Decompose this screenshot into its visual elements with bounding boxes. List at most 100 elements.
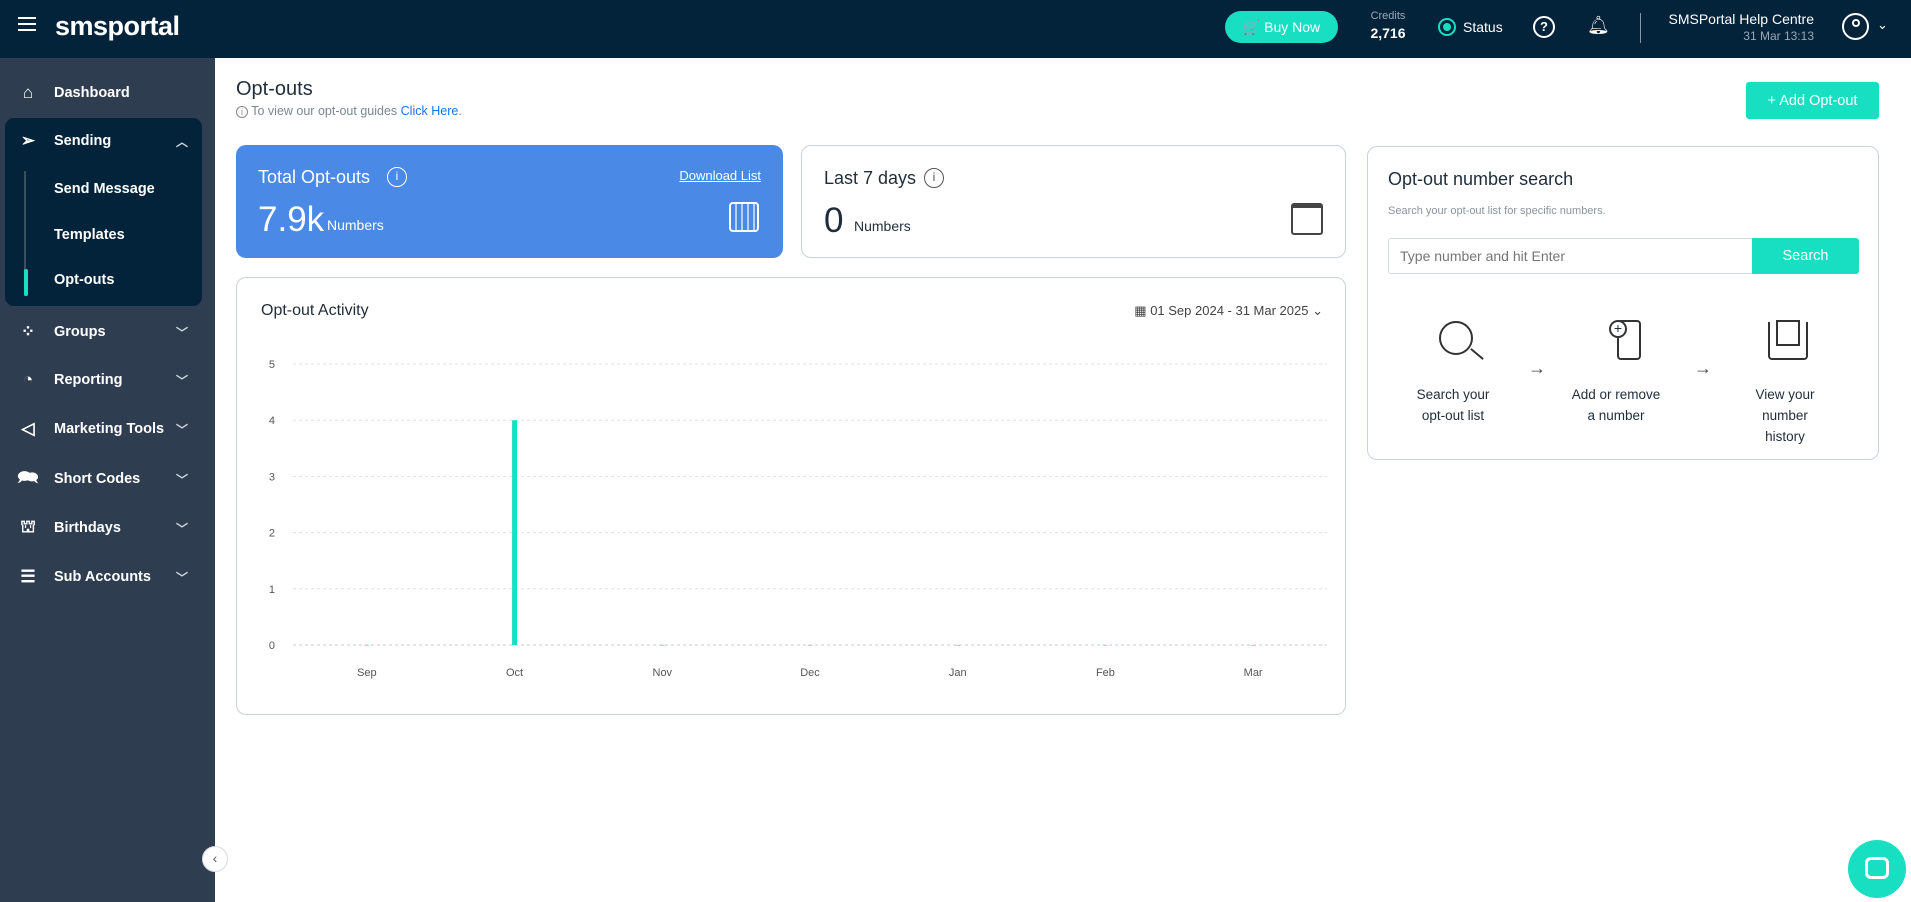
- total-opt-outs-value: 7.9k: [258, 200, 325, 239]
- sidebar-item-dashboard[interactable]: ⌂ Dashboard: [0, 73, 215, 113]
- send-icon: ➢: [20, 131, 36, 150]
- page-title: Opt-outs: [236, 78, 313, 100]
- step-add-remove: Add or remove a number: [1556, 384, 1676, 426]
- buy-now-button[interactable]: 🛒 Buy Now: [1225, 11, 1338, 43]
- top-header: smsportal 🛒 Buy Now Credits 2,716 Status…: [0, 0, 1911, 58]
- datetime: 31 Mar 13:13: [1743, 29, 1814, 43]
- calendar-icon: [729, 202, 759, 232]
- search-user-icon: [1439, 321, 1484, 360]
- y-tick-label: 0: [269, 640, 275, 652]
- sidebar-item-label: Opt-outs: [54, 272, 115, 288]
- sending-group: [5, 118, 202, 306]
- sidebar-item-label: Send Message: [54, 181, 155, 197]
- info-icon[interactable]: i: [387, 167, 407, 187]
- submenu-track: [24, 171, 26, 296]
- info-icon: i: [236, 106, 248, 118]
- info-icon[interactable]: i: [924, 168, 944, 188]
- x-tick-label: Oct: [506, 667, 523, 679]
- sidebar-item-templates[interactable]: Templates: [0, 215, 215, 255]
- sidebar-item-label: Groups: [54, 324, 106, 340]
- user-avatar-icon[interactable]: [1842, 13, 1869, 40]
- sidebar-item-marketing-tools[interactable]: ◁ Marketing Tools ﹀: [0, 409, 215, 449]
- sidebar-item-label: Short Codes: [54, 471, 141, 487]
- sidebar-item-sending[interactable]: ➢ Sending ︿: [0, 121, 215, 161]
- bell-icon[interactable]: 🔔︎: [1587, 15, 1610, 35]
- step-text: Search your: [1416, 387, 1490, 402]
- list-icon: ☰: [20, 567, 36, 586]
- step-history: View your number history: [1730, 384, 1840, 447]
- sidebar-item-send-message[interactable]: Send Message: [0, 169, 215, 209]
- collapse-sidebar-button[interactable]: ‹: [202, 846, 228, 872]
- x-tick-label: Mar: [1244, 667, 1263, 679]
- last-7-days-title: Last 7 days: [824, 168, 917, 188]
- home-icon: ⌂: [22, 83, 34, 102]
- date-range-picker[interactable]: ▦ 01 Sep 2024 - 31 Mar 2025 ⌄: [1134, 303, 1323, 319]
- total-opt-outs-title: Total Opt-outs: [258, 167, 371, 187]
- guide-link[interactable]: Click Here: [400, 104, 459, 118]
- bar: [955, 645, 961, 646]
- bar: [807, 645, 813, 646]
- chat-icon: 🗪︎: [17, 467, 39, 487]
- chevron-down-icon: ﹀: [176, 373, 189, 388]
- chevron-down-icon: ﹀: [176, 422, 189, 437]
- status-indicator-icon: [1438, 18, 1456, 36]
- y-tick-label: 3: [269, 471, 275, 483]
- download-list-link[interactable]: Download List: [679, 168, 761, 183]
- x-tick-label: Sep: [357, 667, 377, 679]
- guide-end: .: [458, 104, 462, 118]
- status-link[interactable]: Status: [1463, 19, 1503, 35]
- credits-label: Credits: [1370, 10, 1406, 22]
- credits-value: 2,716: [1370, 25, 1406, 41]
- megaphone-icon: ◁: [21, 419, 35, 438]
- sidebar-item-reporting[interactable]: ◔ Reporting ﹀: [0, 360, 215, 400]
- last-7-days-value: 0: [824, 201, 844, 240]
- bar: [659, 645, 665, 646]
- y-tick-label: 2: [269, 528, 275, 540]
- sidebar-item-opt-outs[interactable]: Opt-outs: [0, 260, 215, 300]
- help-icon[interactable]: ?: [1533, 16, 1555, 38]
- activity-chart: 0 1 2 3 4 5 Sep Oct Nov Dec Jan Feb Mar: [269, 359, 1327, 679]
- hamburger-menu-icon[interactable]: [18, 17, 36, 31]
- cart-icon: 🛒: [1242, 18, 1261, 35]
- cake-icon: ⛫: [20, 517, 36, 536]
- step-text: opt-out list: [1421, 408, 1485, 423]
- opt-out-search-card: Opt-out number search Search your opt-ou…: [1367, 146, 1879, 460]
- step-text: history: [1765, 429, 1805, 444]
- sidebar-item-groups[interactable]: ⁘ Groups ﹀: [0, 312, 215, 352]
- live-chat-button[interactable]: [1848, 840, 1906, 898]
- chat-icon: [1865, 857, 1889, 879]
- chevron-up-icon: ︿: [176, 134, 189, 149]
- sidebar-item-label: Marketing Tools: [54, 421, 165, 437]
- total-opt-outs-unit: Numbers: [327, 217, 384, 233]
- total-opt-outs-card: Total Opt-outs i Download List 7.9k Numb…: [236, 145, 783, 258]
- add-opt-out-button[interactable]: + Add Opt-out: [1746, 82, 1879, 119]
- sidebar-item-birthdays[interactable]: ⛫ Birthdays ﹀: [0, 508, 215, 548]
- header-divider: [1640, 13, 1641, 43]
- chevron-down-icon: ﹀: [176, 325, 189, 340]
- sidebar-item-label: Dashboard: [54, 85, 130, 101]
- sidebar-item-label: Birthdays: [54, 520, 121, 536]
- help-centre-link[interactable]: SMSPortal Help Centre: [1668, 11, 1814, 27]
- groups-icon: ⁘: [20, 322, 36, 341]
- x-tick-label: Dec: [800, 667, 820, 679]
- y-tick-label: 1: [269, 584, 275, 596]
- sidebar-item-label: Reporting: [54, 372, 123, 388]
- chevron-down-icon: ⌄: [1312, 303, 1323, 318]
- search-subtitle: Search your opt-out list for specific nu…: [1388, 205, 1606, 217]
- search-button[interactable]: Search: [1752, 238, 1859, 274]
- guide-note: i To view our opt-out guides Click Here.: [236, 104, 462, 118]
- chevron-down-icon: ﹀: [176, 570, 189, 585]
- user-menu-chevron-icon[interactable]: ⌄: [1877, 17, 1888, 32]
- arrow-right-icon: →: [1528, 358, 1546, 378]
- step-text: Add or remove: [1571, 387, 1661, 402]
- activity-title: Opt-out Activity: [261, 302, 369, 319]
- sidebar-item-short-codes[interactable]: 🗪︎ Short Codes ﹀: [0, 459, 215, 499]
- sidebar-item-sub-accounts[interactable]: ☰ Sub Accounts ﹀: [0, 557, 215, 597]
- step-text: number: [1762, 408, 1808, 423]
- step-search: Search your opt-out list: [1398, 384, 1508, 426]
- active-indicator: [24, 269, 28, 296]
- number-search-input[interactable]: [1388, 238, 1753, 274]
- date-range-value: 01 Sep 2024 - 31 Mar 2025: [1150, 303, 1309, 318]
- guide-text: To view our opt-out guides: [251, 104, 398, 118]
- chevron-down-icon: ﹀: [176, 472, 189, 487]
